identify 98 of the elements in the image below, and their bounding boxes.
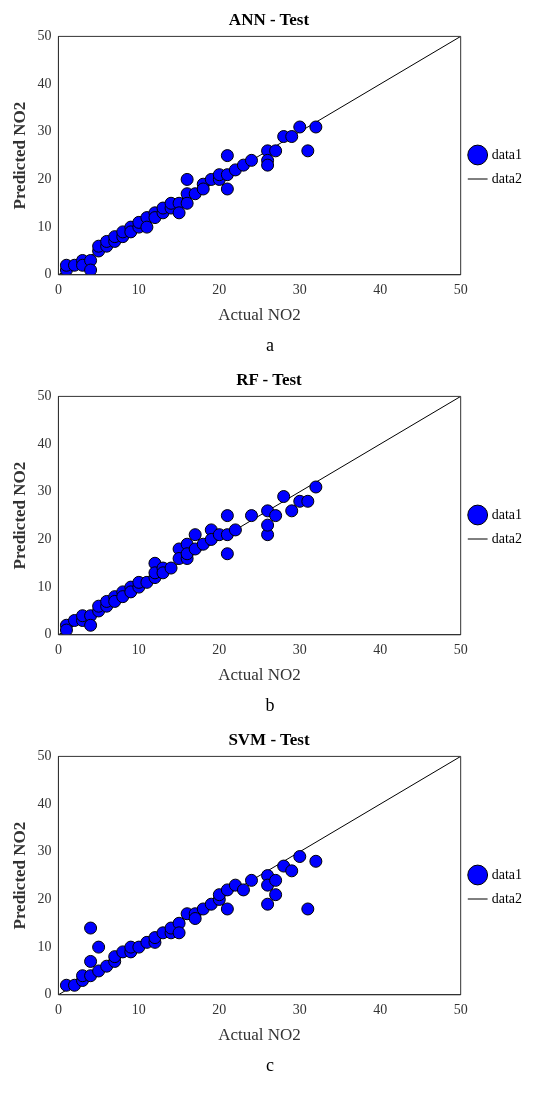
y-tick-label: 20 bbox=[37, 531, 52, 547]
point bbox=[180, 172, 194, 186]
point bbox=[188, 528, 202, 542]
legend-label: data2 bbox=[491, 170, 523, 186]
legend-label: data1 bbox=[491, 506, 523, 522]
point bbox=[180, 196, 194, 210]
y-tick-label: 0 bbox=[44, 986, 52, 1002]
x-tick-label: 40 bbox=[373, 641, 388, 657]
text: b bbox=[264, 694, 276, 717]
x-tick-label: 0 bbox=[54, 641, 62, 657]
x-tick-label: 30 bbox=[292, 1001, 307, 1017]
point bbox=[84, 618, 98, 632]
x-axis-title: Actual NO2 bbox=[218, 665, 301, 685]
x-tick-label: 30 bbox=[292, 641, 307, 657]
point bbox=[269, 873, 283, 887]
legend-label: data2 bbox=[491, 530, 523, 546]
y-tick-label: 10 bbox=[37, 578, 52, 594]
point bbox=[236, 883, 250, 897]
point bbox=[220, 509, 234, 523]
point bbox=[220, 547, 234, 561]
x-tick-label: 30 bbox=[292, 281, 307, 297]
y-axis-title: Predicted NO2 bbox=[9, 101, 29, 210]
legend-label: data1 bbox=[491, 866, 523, 882]
point bbox=[309, 120, 323, 134]
y-tick-label: 0 bbox=[44, 266, 52, 282]
point bbox=[285, 130, 299, 144]
point bbox=[285, 864, 299, 878]
point bbox=[309, 854, 323, 868]
point bbox=[84, 921, 98, 935]
point bbox=[84, 954, 98, 968]
x-tick-label: 50 bbox=[453, 281, 468, 297]
x-tick-label: 50 bbox=[453, 1001, 468, 1017]
y-tick-label: 50 bbox=[37, 388, 52, 404]
point bbox=[261, 897, 275, 911]
x-tick-label: 10 bbox=[131, 281, 146, 297]
point bbox=[172, 206, 186, 220]
y-tick-label: 20 bbox=[37, 171, 52, 187]
point bbox=[309, 480, 323, 494]
point bbox=[261, 518, 275, 532]
point bbox=[220, 902, 234, 916]
legend-label: data1 bbox=[491, 146, 523, 162]
point bbox=[301, 494, 315, 508]
point bbox=[220, 149, 234, 163]
y-tick-label: 30 bbox=[37, 483, 52, 499]
x-tick-label: 0 bbox=[54, 281, 62, 297]
point bbox=[261, 158, 275, 172]
point bbox=[245, 509, 258, 523]
point bbox=[301, 144, 315, 158]
text: a bbox=[265, 334, 275, 357]
point bbox=[172, 926, 186, 940]
point bbox=[269, 888, 283, 902]
y-tick-label: 30 bbox=[37, 843, 52, 859]
chart-title: ANN - Test bbox=[228, 9, 310, 29]
y-axis-title: Predicted NO2 bbox=[9, 821, 29, 930]
y-tick-label: 40 bbox=[37, 795, 52, 811]
x-tick-label: 50 bbox=[453, 641, 468, 657]
y-tick-label: 40 bbox=[37, 435, 52, 451]
y-tick-label: 50 bbox=[37, 28, 52, 44]
legend-label: data2 bbox=[491, 890, 523, 906]
x-tick-label: 10 bbox=[131, 1001, 146, 1017]
chart-title: RF - Test bbox=[236, 369, 303, 389]
x-axis-title: Actual NO2 bbox=[218, 305, 301, 325]
point bbox=[269, 509, 283, 523]
point bbox=[188, 912, 202, 926]
chart-title: SVM - Test bbox=[228, 729, 310, 749]
point bbox=[301, 902, 315, 916]
point bbox=[140, 220, 154, 234]
y-tick-label: 50 bbox=[37, 748, 52, 764]
x-tick-label: 40 bbox=[373, 281, 388, 297]
point bbox=[245, 153, 258, 167]
point bbox=[92, 940, 106, 954]
point bbox=[196, 182, 210, 196]
x-tick-label: 20 bbox=[212, 1001, 227, 1017]
y-tick-label: 40 bbox=[37, 75, 52, 91]
point bbox=[245, 873, 258, 887]
point bbox=[293, 850, 307, 864]
point bbox=[228, 523, 242, 537]
point bbox=[84, 263, 98, 275]
x-tick-label: 10 bbox=[131, 641, 146, 657]
point bbox=[277, 490, 291, 504]
point bbox=[285, 504, 299, 518]
point bbox=[220, 182, 234, 196]
x-tick-label: 40 bbox=[373, 1001, 388, 1017]
y-axis-title: Predicted NO2 bbox=[9, 461, 29, 570]
y-tick-label: 20 bbox=[37, 891, 52, 907]
y-tick-label: 10 bbox=[37, 218, 52, 234]
y-tick-label: 0 bbox=[44, 626, 52, 642]
text: c bbox=[265, 1054, 275, 1077]
point bbox=[164, 561, 178, 575]
y-tick-label: 30 bbox=[37, 123, 52, 139]
point bbox=[59, 623, 73, 635]
x-tick-label: 20 bbox=[212, 641, 227, 657]
x-tick-label: 0 bbox=[54, 1001, 62, 1017]
point bbox=[293, 120, 307, 134]
x-tick-label: 20 bbox=[212, 281, 227, 297]
y-tick-label: 10 bbox=[37, 938, 52, 954]
x-axis-title: Actual NO2 bbox=[218, 1025, 301, 1045]
point bbox=[269, 144, 283, 158]
